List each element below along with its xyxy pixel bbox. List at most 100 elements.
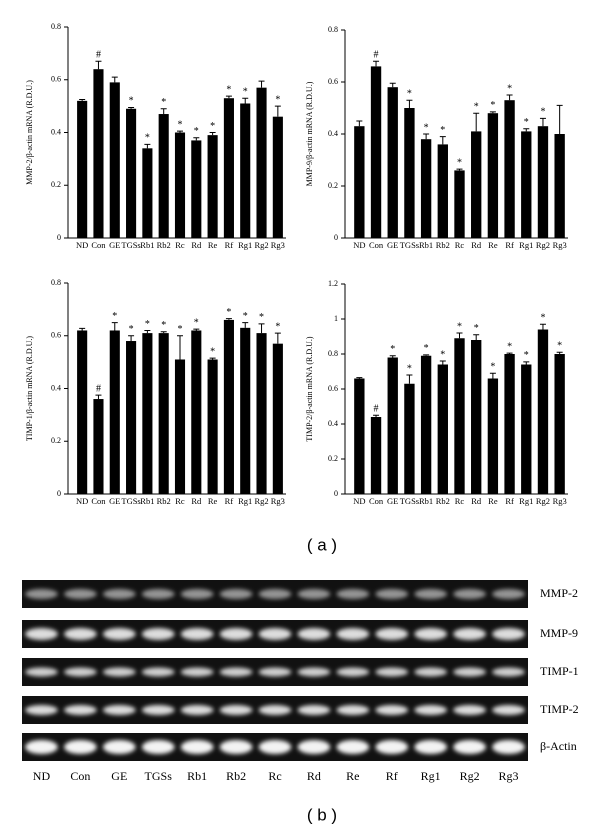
gel-band (25, 589, 58, 599)
bar (487, 378, 499, 494)
bar (420, 139, 432, 238)
gel-band (25, 740, 58, 754)
significance-mark: * (161, 97, 166, 108)
bar (240, 327, 251, 494)
bar (174, 132, 186, 238)
y-axis-label: TIMP-2/β-actin mRNA (R.D.U.) (305, 336, 314, 442)
x-tick-label: Rg3 (271, 240, 285, 250)
bar (537, 329, 549, 494)
error-bar (389, 82, 396, 88)
gel-band (492, 740, 525, 754)
significance-mark: # (374, 49, 379, 60)
gel-band (336, 740, 370, 754)
error-bar (128, 335, 135, 342)
error-bar (128, 106, 135, 109)
bar (223, 319, 234, 494)
bar (537, 126, 549, 238)
bar (158, 114, 169, 238)
error-bar (177, 335, 183, 360)
significance-mark: * (178, 324, 183, 335)
x-tick-label: Rb2 (157, 496, 171, 506)
gel-bands (25, 589, 525, 599)
y-tick-label: 1 (334, 314, 338, 323)
error-bar (258, 80, 265, 88)
bar (272, 116, 283, 238)
x-tick-label: Rc (455, 496, 465, 506)
x-tick-label: Rf (225, 240, 234, 250)
bar (126, 108, 137, 238)
y-tick-label: 0.2 (51, 436, 61, 445)
gel-band (414, 740, 448, 754)
significance-mark: * (524, 117, 529, 128)
error-bar (193, 137, 200, 141)
bar (207, 359, 218, 494)
error-bar (556, 104, 563, 134)
error-bar (439, 360, 446, 365)
gel-lane-label: Rg3 (499, 769, 519, 783)
x-tick-label: Rg2 (254, 496, 268, 506)
significance-mark: * (161, 320, 166, 331)
bar (404, 383, 415, 494)
x-tick-label: Rb1 (140, 496, 154, 506)
gel-band (102, 740, 136, 754)
gel-bands (25, 667, 525, 677)
error-bar (539, 323, 546, 330)
bar (142, 148, 153, 238)
gel-row-label: MMP-9 (540, 626, 578, 640)
significance-mark: * (440, 125, 445, 136)
x-tick-label: ND (353, 240, 365, 250)
x-tick-label: GE (109, 496, 120, 506)
gel-band (64, 705, 97, 715)
significance-mark: * (524, 350, 529, 361)
gel-band (336, 705, 370, 715)
y-tick-label: 0 (57, 489, 61, 498)
significance-mark: * (210, 346, 215, 357)
x-tick-label: TGSs (121, 240, 140, 250)
bar (521, 364, 532, 494)
y-tick-label: 0.6 (51, 331, 61, 340)
error-bar (225, 318, 232, 320)
y-tick-label: 0.6 (328, 77, 338, 86)
error-bar (160, 331, 167, 334)
error-bar (209, 357, 216, 360)
gel-band (219, 667, 253, 677)
error-bar (406, 374, 413, 384)
error-bar (111, 322, 118, 331)
bar (471, 131, 482, 238)
bar (521, 131, 532, 238)
gel-band (297, 589, 331, 599)
gel-band (25, 628, 58, 640)
bar (554, 354, 565, 494)
significance-mark: * (145, 133, 150, 144)
bar (191, 140, 202, 238)
bar (174, 359, 186, 494)
gel-band (141, 628, 175, 640)
x-tick-label: Rd (191, 496, 202, 506)
gel-bands (25, 740, 525, 754)
significance-mark: * (210, 121, 215, 132)
error-bar (258, 323, 265, 334)
x-tick-label: Re (208, 240, 218, 250)
y-tick-label: 0.8 (328, 349, 338, 358)
gel-band (375, 628, 409, 640)
error-bar (556, 351, 563, 354)
significance-mark: * (243, 311, 248, 322)
gel-band (219, 705, 253, 715)
significance-mark: * (275, 94, 280, 105)
bar (370, 417, 382, 494)
x-tick-label: Rb2 (157, 240, 171, 250)
x-tick-label: Re (488, 240, 498, 250)
significance-mark: * (474, 101, 479, 112)
bar (437, 364, 448, 494)
bar (454, 170, 465, 238)
gel-band (102, 628, 136, 640)
gel-band (414, 628, 448, 640)
significance-mark: * (178, 119, 183, 130)
error-bar (539, 117, 546, 127)
gel-band (297, 705, 331, 715)
gel-band (453, 740, 486, 754)
gel-band (102, 705, 136, 715)
error-bar (274, 332, 281, 344)
bar (404, 108, 415, 238)
